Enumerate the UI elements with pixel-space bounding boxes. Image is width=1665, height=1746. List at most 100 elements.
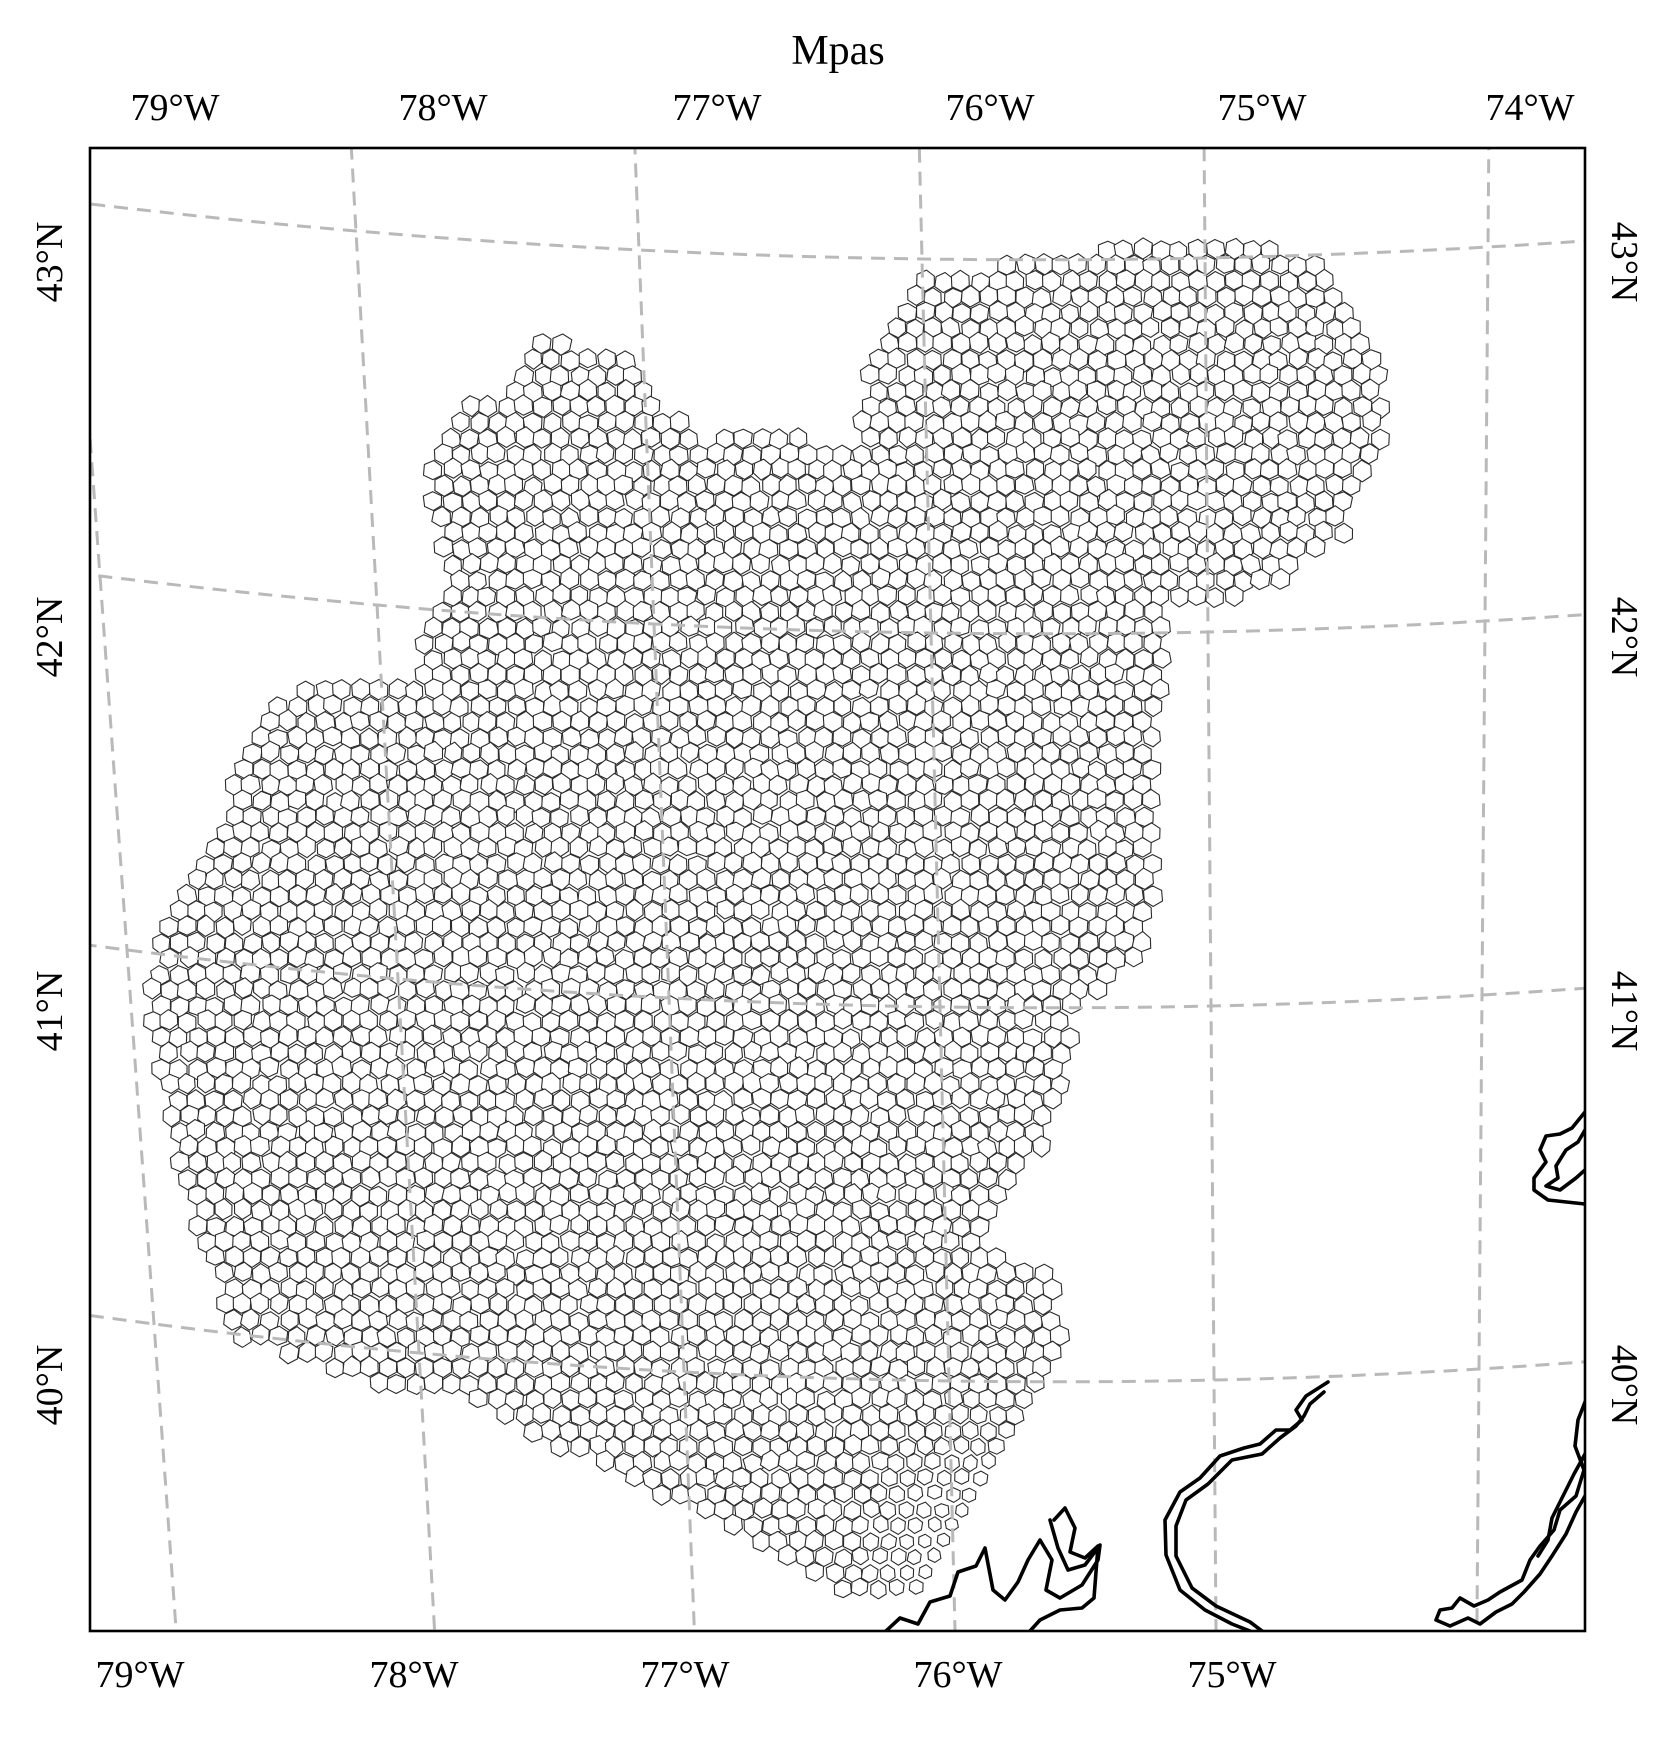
- mesh-cell: [467, 945, 488, 968]
- mesh-cell: [949, 616, 971, 637]
- mesh-cell: [1080, 584, 1099, 606]
- mesh-cell: [242, 1182, 263, 1205]
- mesh-cell: [322, 1106, 343, 1127]
- lon-label-top: 78°W: [398, 87, 487, 129]
- mesh-cell: [333, 1308, 353, 1330]
- mesh-cell: [613, 474, 634, 496]
- mesh-cell: [550, 489, 571, 512]
- mesh-cell: [916, 1403, 935, 1426]
- mesh-cell: [477, 1341, 498, 1362]
- mesh-cell: [543, 1387, 562, 1410]
- mesh-cell: [288, 1261, 308, 1284]
- mesh-cell: [890, 1547, 907, 1566]
- mesh-cell: [659, 1153, 678, 1175]
- mesh-cell: [516, 961, 537, 984]
- mesh-cell: [232, 852, 252, 874]
- mesh-cell: [489, 1292, 508, 1316]
- mesh-cell: [942, 947, 963, 970]
- mesh-cell: [669, 1168, 689, 1190]
- mesh-cell: [412, 1073, 434, 1094]
- mesh-cell: [288, 1167, 308, 1189]
- mesh-cell: [713, 1499, 734, 1520]
- mesh-cell: [414, 634, 434, 655]
- mesh-cell: [1079, 491, 1100, 513]
- mesh-cell: [1169, 334, 1189, 355]
- mesh-cell: [741, 1010, 762, 1031]
- mesh-cell: [918, 1563, 933, 1580]
- mesh-cell: [880, 1532, 898, 1551]
- mesh-cell: [897, 331, 918, 353]
- mesh-cell: [513, 678, 534, 700]
- mesh-cell: [614, 1420, 633, 1443]
- mesh-cell: [879, 426, 898, 450]
- mesh-cell: [1031, 980, 1052, 1002]
- mesh-cell: [1023, 583, 1044, 606]
- mesh-cell: [325, 1324, 345, 1347]
- mesh-cell: [631, 1041, 652, 1063]
- mesh-cell: [1014, 1389, 1033, 1410]
- mesh-cell: [886, 1167, 906, 1188]
- lon-label-bottom: 75°W: [1187, 1654, 1276, 1696]
- mesh-cell: [877, 585, 898, 607]
- mesh-cell: [442, 678, 461, 701]
- mesh-cell: [713, 963, 734, 984]
- mesh-cell: [468, 1040, 488, 1063]
- mesh-cell: [559, 1294, 578, 1316]
- mesh-cell: [177, 1169, 197, 1191]
- mesh-cell: [1271, 254, 1290, 275]
- mesh-cell: [903, 948, 924, 970]
- mesh-cell: [779, 538, 799, 560]
- mesh-cell: [988, 300, 1009, 322]
- lon-label-top: 76°W: [945, 87, 1034, 129]
- mesh-cell: [597, 348, 617, 371]
- mesh-cell: [595, 442, 615, 465]
- mesh-cell: [450, 1011, 470, 1032]
- mesh-cell: [796, 1073, 816, 1095]
- mesh-cell: [567, 1278, 589, 1301]
- mesh-cell: [960, 410, 981, 433]
- mesh-cell: [662, 1246, 682, 1268]
- mesh-cell: [1061, 837, 1082, 859]
- mesh-cell: [486, 916, 507, 939]
- mesh-cell: [477, 837, 497, 858]
- mesh-cell: [560, 474, 580, 497]
- mesh-cell: [1251, 285, 1272, 308]
- mesh-cell: [859, 1087, 879, 1110]
- mesh-cell: [605, 772, 625, 795]
- mesh-cell: [432, 693, 452, 717]
- lat-label-left: 40°N: [29, 1345, 71, 1426]
- mesh-cell: [867, 789, 888, 811]
- mesh-cell: [860, 1469, 879, 1489]
- mesh-cell: [769, 1185, 789, 1208]
- mesh-cell: [733, 1435, 753, 1457]
- mesh-cell: [750, 964, 771, 986]
- mesh-cell: [1114, 552, 1135, 574]
- mesh-cell: [833, 570, 853, 592]
- mesh-cell: [771, 868, 790, 890]
- mesh-cell: [368, 1087, 388, 1110]
- mesh-cell: [932, 552, 952, 574]
- mesh-cell: [325, 883, 344, 906]
- mesh-cell: [913, 836, 934, 859]
- mesh-cell: [550, 1058, 570, 1080]
- mesh-cell: [1243, 333, 1263, 355]
- mesh-cell: [796, 1292, 816, 1315]
- mesh-cell: [606, 710, 626, 732]
- mesh-cell: [805, 1561, 825, 1582]
- mesh-cell: [1234, 443, 1255, 464]
- mesh-cell: [287, 725, 308, 749]
- mesh-cell: [1042, 396, 1062, 418]
- mesh-cell: [1006, 807, 1026, 829]
- mesh-cell: [887, 1292, 907, 1314]
- mesh-cell: [578, 347, 598, 369]
- mesh-cell: [778, 1515, 798, 1536]
- mesh-cell: [887, 537, 908, 558]
- mesh-cell: [1005, 1057, 1025, 1078]
- mesh-cell: [987, 709, 1008, 732]
- mesh-cell: [1131, 429, 1153, 450]
- mesh-cell: [770, 711, 790, 734]
- mesh-cell: [706, 757, 726, 780]
- mesh-cell: [906, 693, 927, 716]
- mesh-cell: [1014, 1262, 1034, 1283]
- mesh-cell: [552, 583, 571, 605]
